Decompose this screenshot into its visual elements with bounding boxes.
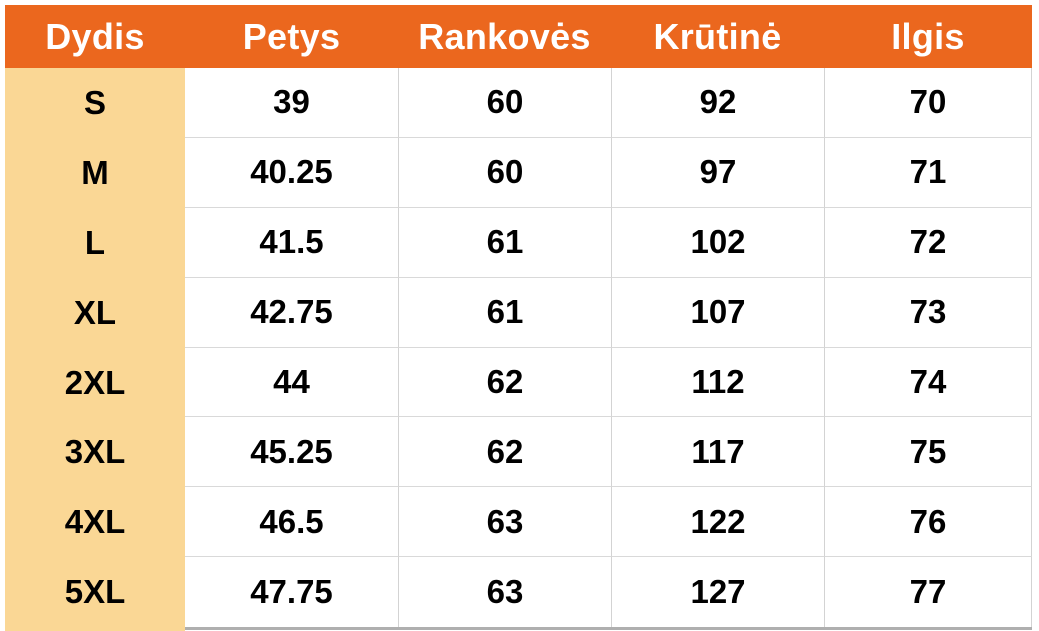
table-row: 2XL 44 62 112 74 — [5, 347, 1032, 418]
size-cell: L — [5, 207, 185, 278]
value-cell: 60 — [398, 137, 611, 208]
table-row: M 40.25 60 97 71 — [5, 137, 1032, 208]
value-cell: 61 — [398, 207, 611, 278]
size-cell: 5XL — [5, 557, 185, 628]
table-row: 3XL 45.25 62 117 75 — [5, 417, 1032, 488]
value-cell: 61 — [398, 277, 611, 348]
size-cell: 2XL — [5, 347, 185, 418]
column-header-rankoves: Rankovės — [418, 15, 591, 57]
column-header-ilgis: Ilgis — [891, 15, 965, 57]
value-cell: 117 — [611, 417, 824, 488]
bottom-edge-bar — [185, 627, 1032, 631]
value-cell: 112 — [611, 347, 824, 418]
size-cell: 4XL — [5, 487, 185, 558]
size-column-footer — [5, 627, 185, 631]
value-cell: 107 — [611, 277, 824, 348]
table-header-row: Dydis Petys Rankovės Krūtinė Ilgis — [5, 5, 1032, 68]
value-cell: 44 — [185, 347, 398, 418]
value-cell: 62 — [398, 417, 611, 488]
value-cell: 42.75 — [185, 277, 398, 348]
column-header-krutine: Krūtinė — [653, 15, 782, 57]
table-row: S 39 60 92 70 — [5, 68, 1032, 138]
value-cell: 75 — [824, 417, 1032, 488]
table-row: 4XL 46.5 63 122 76 — [5, 487, 1032, 558]
value-cell: 63 — [398, 487, 611, 558]
value-cell: 39 — [185, 68, 398, 138]
size-chart-table: Dydis Petys Rankovės Krūtinė Ilgis S 39 60… — [5, 5, 1032, 631]
value-cell: 41.5 — [185, 207, 398, 278]
value-cell: 122 — [611, 487, 824, 558]
value-cell: 102 — [611, 207, 824, 278]
value-cell: 60 — [398, 68, 611, 138]
value-cell: 97 — [611, 137, 824, 208]
value-cell: 77 — [824, 557, 1032, 628]
value-cell: 92 — [611, 68, 824, 138]
value-cell: 63 — [398, 557, 611, 628]
table-footer — [5, 627, 1032, 631]
value-cell: 72 — [824, 207, 1032, 278]
column-header-dydis: Dydis — [45, 15, 145, 57]
value-cell: 70 — [824, 68, 1032, 138]
value-cell: 45.25 — [185, 417, 398, 488]
value-cell: 73 — [824, 277, 1032, 348]
table-row: XL 42.75 61 107 73 — [5, 277, 1032, 348]
value-cell: 40.25 — [185, 137, 398, 208]
value-cell: 127 — [611, 557, 824, 628]
value-cell: 74 — [824, 347, 1032, 418]
value-cell: 62 — [398, 347, 611, 418]
value-cell: 47.75 — [185, 557, 398, 628]
table-body: S 39 60 92 70 M 40.25 60 97 71 L 41.5 61 102 72 XL 42.75… — [5, 68, 1032, 628]
value-cell: 76 — [824, 487, 1032, 558]
value-cell: 46.5 — [185, 487, 398, 558]
column-header-petys: Petys — [242, 15, 341, 57]
size-cell: XL — [5, 277, 185, 348]
table-row: 5XL 47.75 63 127 77 — [5, 557, 1032, 628]
table-row: L 41.5 61 102 72 — [5, 207, 1032, 278]
size-cell: 3XL — [5, 417, 185, 488]
size-cell: S — [5, 68, 185, 138]
size-cell: M — [5, 137, 185, 208]
value-cell: 71 — [824, 137, 1032, 208]
